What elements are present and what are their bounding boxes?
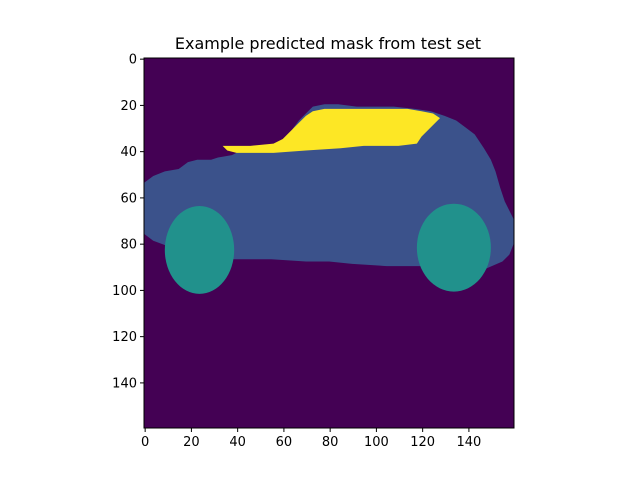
x-tick-label: 100 (364, 435, 389, 450)
plot-area (143, 57, 515, 429)
x-tick-label: 40 (229, 435, 246, 450)
y-tick-label: 100 (112, 284, 137, 299)
y-tick-label: 0 (129, 53, 137, 68)
y-axis: 0 20 40 60 80 100 120 140 (112, 53, 144, 391)
x-tick-label: 80 (322, 435, 339, 450)
y-tick-label: 20 (120, 99, 137, 114)
x-tick-label: 0 (141, 435, 149, 450)
x-tick-label: 60 (276, 435, 293, 450)
y-tick-label: 40 (120, 145, 137, 160)
y-tick-label: 120 (112, 330, 137, 345)
x-tick-label: 120 (410, 435, 435, 450)
y-tick-label: 80 (120, 238, 137, 253)
wheel-region-3 (416, 203, 491, 292)
x-tick-label: 20 (183, 435, 200, 450)
plot-frame (143, 57, 515, 429)
y-tick-label: 60 (120, 191, 137, 206)
x-tick-label: 140 (456, 435, 481, 450)
window-region-1 (222, 108, 440, 153)
x-axis: 0 20 40 60 80 100 120 140 (141, 428, 481, 450)
chart-title: Example predicted mask from test set (175, 34, 481, 53)
y-tick-label: 140 (112, 376, 137, 391)
wheel-region-2 (164, 206, 235, 294)
